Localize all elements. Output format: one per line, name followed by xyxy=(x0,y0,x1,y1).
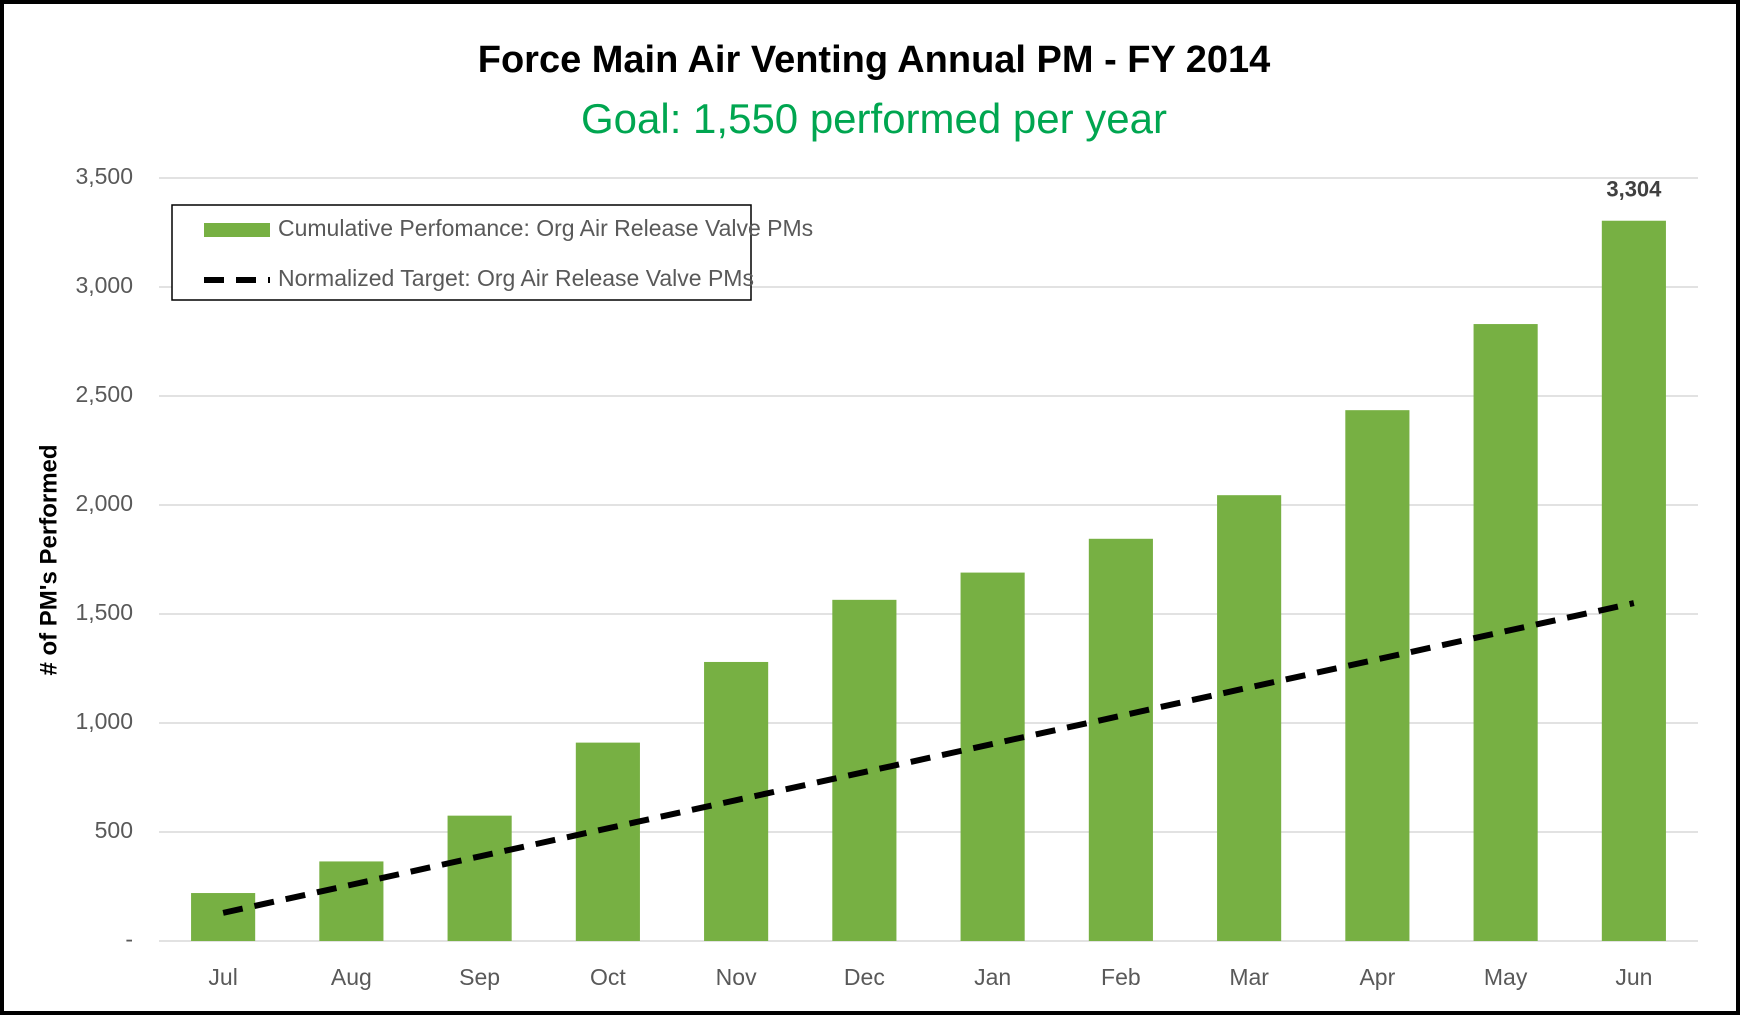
chart-title: Force Main Air Venting Annual PM - FY 20… xyxy=(478,39,1271,81)
legend-label: Normalized Target: Org Air Release Valve… xyxy=(278,265,754,291)
x-tick-label: Nov xyxy=(716,964,757,990)
bar xyxy=(447,815,512,941)
y-tick-label: 2,500 xyxy=(75,381,133,407)
bar xyxy=(575,742,640,941)
x-tick-label: Mar xyxy=(1229,964,1269,990)
bar xyxy=(1345,410,1410,941)
y-tick-label: 3,500 xyxy=(75,163,133,189)
bar xyxy=(1088,538,1153,941)
bar xyxy=(1601,220,1666,941)
x-tick-label: May xyxy=(1484,964,1528,990)
y-axis-label: # of PM's Performed xyxy=(35,444,62,675)
y-tick-label: 2,000 xyxy=(75,490,133,516)
x-tick-label: Jan xyxy=(974,964,1011,990)
x-tick-label: Apr xyxy=(1359,964,1395,990)
x-tick-label: Sep xyxy=(459,964,500,990)
y-tick-label: 1,000 xyxy=(75,708,133,734)
x-tick-label: Dec xyxy=(844,964,885,990)
target-line xyxy=(222,600,1635,916)
y-tick-label: 3,000 xyxy=(75,272,133,298)
legend-box xyxy=(171,204,752,301)
x-tick-label: Jun xyxy=(1615,964,1652,990)
x-tick-label: Jul xyxy=(208,964,237,990)
x-tick-label: Oct xyxy=(590,964,626,990)
data-label: 3,304 xyxy=(1606,177,1662,202)
legend-label: Cumulative Perfomance: Org Air Release V… xyxy=(278,215,813,241)
bar xyxy=(191,893,256,941)
legend-swatch xyxy=(204,223,270,237)
y-tick-label: 500 xyxy=(95,817,133,843)
bar xyxy=(960,572,1025,941)
x-tick-label: Feb xyxy=(1101,964,1141,990)
bar xyxy=(1217,495,1282,941)
x-tick-label: Aug xyxy=(331,964,372,990)
chart-subtitle: Goal: 1,550 performed per year xyxy=(581,95,1167,142)
y-tick-label: 1,500 xyxy=(75,599,133,625)
bar xyxy=(319,861,384,941)
y-tick-label: - xyxy=(125,926,133,952)
